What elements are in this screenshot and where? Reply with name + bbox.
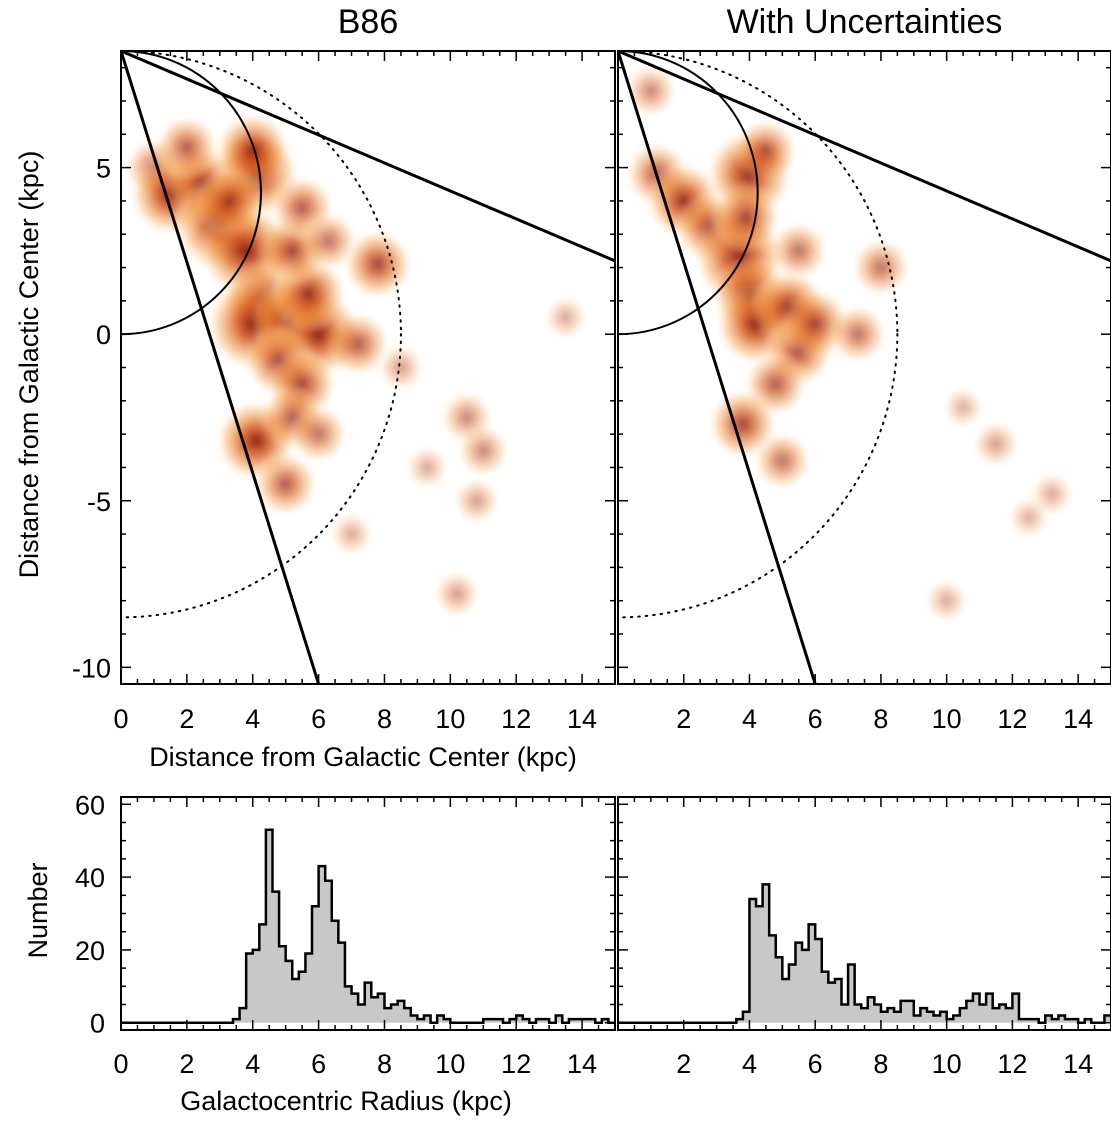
y-tick-label: 5 xyxy=(96,154,111,184)
x-tick-label: 4 xyxy=(742,1049,757,1079)
survey-boundary-line xyxy=(121,51,615,263)
heat-blob xyxy=(733,117,799,185)
heat-blob xyxy=(432,569,481,619)
hist-plot-area xyxy=(121,828,615,1024)
y-tick-label: -5 xyxy=(87,487,111,517)
heatmap-layer xyxy=(623,63,1075,624)
x-tick-label: 2 xyxy=(676,704,691,734)
panel-frame xyxy=(617,50,1111,685)
x-tick-label: 10 xyxy=(932,704,962,734)
heat-blob xyxy=(341,227,414,301)
heat-blob xyxy=(752,430,813,492)
x-axis-label: Galactocentric Radius (kpc) xyxy=(180,1086,512,1116)
x-tick-label: 14 xyxy=(1063,1049,1093,1079)
tangent-circle xyxy=(618,51,759,336)
panel-title: B86 xyxy=(338,3,399,41)
heat-blob xyxy=(288,403,349,465)
hist-plot-area xyxy=(618,883,1111,1024)
y-tick-label: 60 xyxy=(75,790,105,820)
hist-right-panel: 2 4 6 8 10 12 14 xyxy=(617,796,1111,1079)
heat-blob xyxy=(193,164,266,238)
x-tick-label: 10 xyxy=(435,1049,465,1079)
y-tick-label: 20 xyxy=(75,936,105,966)
x-tick-label: 10 xyxy=(932,1049,962,1079)
heat-blob xyxy=(252,450,319,518)
x-tick-label: 6 xyxy=(808,1049,823,1079)
panel-frame xyxy=(617,796,1111,1031)
histogram-step-line xyxy=(618,883,1111,1024)
x-tick-label: 12 xyxy=(501,704,531,734)
y-tick-label: 0 xyxy=(90,1009,105,1039)
x-tick-label: 2 xyxy=(676,1049,691,1079)
y-axis-label: Number xyxy=(23,862,53,958)
hist-left-panel: 0 2 4 6 8 10 12 14 0 20 40 60 Galactocentric Radius … xyxy=(23,790,616,1116)
x-tick-label: 14 xyxy=(567,704,597,734)
x-tick-label: 6 xyxy=(311,1049,326,1079)
heat-blob xyxy=(1007,495,1051,540)
histogram-fill xyxy=(618,884,1111,1023)
x-tick-label: 2 xyxy=(179,1049,194,1079)
x-tick-label: 8 xyxy=(377,704,392,734)
heat-blob xyxy=(710,181,783,254)
map-left-panel: B86 0 2 4 6 8 10 12 14 -10 -5 0 5 Distance from Galac… xyxy=(14,3,616,772)
x-tick-label: 10 xyxy=(435,704,465,734)
x-tick-label: 6 xyxy=(311,704,326,734)
x-tick-label: 12 xyxy=(997,704,1027,734)
map-right-panel: With Uncertainties 2 4 6 8 10 12 14 xyxy=(617,3,1111,734)
heat-blob xyxy=(452,476,501,526)
survey-boundary-line xyxy=(618,51,1111,263)
x-tick-label: 12 xyxy=(501,1049,531,1079)
x-axis-label: Distance from Galactic Center (kpc) xyxy=(149,742,577,772)
solar-circle xyxy=(618,51,899,619)
x-tick-label: 14 xyxy=(1063,704,1093,734)
x-tick-label: 8 xyxy=(873,1049,888,1079)
solar-circle xyxy=(121,51,402,619)
survey-boundary-line xyxy=(618,51,817,684)
heat-blob xyxy=(328,511,375,557)
heat-blob xyxy=(404,444,450,491)
x-tick-label: 12 xyxy=(997,1049,1027,1079)
heat-blob xyxy=(941,385,985,430)
heat-blob xyxy=(325,310,392,378)
map-plot-area xyxy=(618,51,1111,684)
x-tick-label: 8 xyxy=(873,704,888,734)
panel-title: With Uncertainties xyxy=(727,3,1003,41)
y-axis-label: Distance from Galactic Center (kpc) xyxy=(14,151,44,579)
heat-blob xyxy=(971,419,1020,469)
x-tick-label: 0 xyxy=(113,1049,128,1079)
x-tick-label: 6 xyxy=(808,704,823,734)
x-tick-label: 4 xyxy=(245,1049,260,1079)
y-tick-label: 40 xyxy=(75,863,105,893)
tangent-circle xyxy=(121,51,262,336)
y-tick-label: -10 xyxy=(72,653,111,683)
heat-blob xyxy=(456,423,511,479)
x-tick-label: 4 xyxy=(245,704,260,734)
y-tick-label: 0 xyxy=(96,320,111,350)
histogram-fill xyxy=(121,829,615,1023)
x-tick-label: 14 xyxy=(567,1049,597,1079)
survey-boundary-line xyxy=(121,51,321,684)
x-tick-label: 2 xyxy=(179,704,194,734)
heatmap-layer xyxy=(123,111,589,619)
heat-blob xyxy=(623,63,678,119)
heat-blob xyxy=(543,294,589,341)
heat-blob xyxy=(768,220,829,282)
x-tick-label: 4 xyxy=(742,704,757,734)
heat-blob xyxy=(851,237,911,298)
x-tick-label: 0 xyxy=(113,704,128,734)
heat-blob xyxy=(376,343,425,392)
heat-blob xyxy=(828,303,888,365)
map-plot-area xyxy=(121,51,615,684)
x-tick-label: 8 xyxy=(377,1049,392,1079)
histogram-step-line xyxy=(121,828,615,1024)
heat-blob xyxy=(924,577,970,624)
heat-blob xyxy=(153,114,220,181)
heat-blob xyxy=(298,210,359,272)
